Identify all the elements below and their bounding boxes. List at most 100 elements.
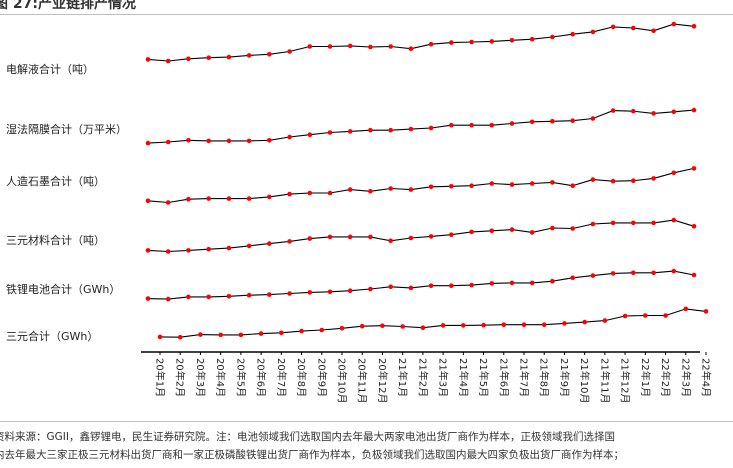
data-point [509, 121, 515, 126]
data-point [380, 323, 385, 329]
data-point [440, 323, 446, 328]
data-point [145, 57, 151, 62]
data-point [651, 111, 656, 116]
x-tick-label: 21年12月 [619, 358, 632, 403]
data-point [691, 166, 697, 171]
x-tick-label: 20年3月 [194, 358, 207, 397]
data-point [529, 36, 535, 42]
data-point [489, 39, 495, 44]
data-point [449, 40, 454, 45]
x-tick-label: 20年8月 [295, 358, 308, 397]
data-point [610, 24, 616, 30]
series-label: 三元材料合计（吨） [6, 233, 105, 247]
data-point [562, 321, 567, 326]
data-point [359, 323, 365, 329]
data-point [307, 44, 313, 49]
x-tick-label: 21年1月 [396, 358, 409, 397]
data-point [347, 288, 353, 294]
data-point [145, 140, 151, 146]
data-point [428, 283, 434, 289]
data-point [663, 313, 668, 318]
source-note: 资料来源：GGII，鑫锣锂电，民生证券研究院。注：电池领域我们选取国内去年最大两… [0, 428, 733, 464]
data-point [327, 190, 333, 196]
data-point [590, 177, 596, 182]
series-group: 三元材料合计（吨） [6, 217, 697, 254]
series-label: 人造石墨合计（吨） [6, 174, 105, 188]
x-tick-label: 21年6月 [497, 358, 510, 397]
data-point [428, 125, 434, 131]
data-point [165, 58, 171, 64]
data-point [461, 323, 466, 328]
data-point [186, 294, 191, 300]
series-line [147, 109, 695, 144]
data-point [206, 55, 211, 60]
data-point [631, 178, 636, 183]
data-point [671, 268, 677, 274]
data-point [590, 116, 596, 121]
data-point [246, 292, 252, 298]
data-point [631, 25, 636, 31]
x-tick-label: 20年5月 [234, 358, 247, 397]
x-tick-label: 22年1月 [639, 358, 652, 397]
data-point [489, 228, 495, 234]
series-line [147, 167, 695, 204]
series-label: 湿法隔膜合计（万平米） [6, 122, 127, 136]
data-point [691, 24, 697, 29]
data-point [703, 309, 709, 314]
data-point [246, 243, 252, 249]
data-point [428, 234, 434, 239]
data-point [226, 54, 232, 60]
data-point [307, 236, 313, 241]
data-point [347, 43, 353, 49]
data-point [529, 119, 535, 125]
x-tick-label: 22年2月 [659, 358, 672, 397]
data-point [388, 238, 394, 244]
x-tick-label: 21年2月 [416, 358, 429, 397]
data-point [651, 28, 656, 34]
data-point [267, 52, 272, 57]
data-point [602, 318, 608, 323]
data-point [279, 330, 284, 336]
x-tick-label: 21年8月 [538, 358, 551, 397]
data-point [509, 182, 515, 187]
x-tick-label: 20年7月 [275, 358, 288, 397]
data-point [267, 292, 272, 297]
data-point [307, 190, 313, 196]
data-point [267, 138, 272, 143]
data-point [327, 234, 333, 240]
data-point [218, 332, 223, 338]
data-point [186, 196, 191, 202]
x-tick-label: 21年7月 [518, 358, 531, 397]
series-group: 人造石墨合计（吨） [6, 166, 697, 205]
data-point [631, 108, 636, 114]
x-tick-label: 22年3月 [679, 358, 692, 397]
data-point [481, 322, 486, 328]
data-point [550, 119, 555, 124]
data-point [157, 334, 163, 340]
data-point [226, 245, 232, 251]
data-point [610, 271, 616, 276]
data-point [307, 290, 313, 295]
data-point [347, 129, 353, 134]
data-point [550, 225, 555, 231]
data-point [671, 170, 677, 176]
x-tick-label: 21年3月 [437, 358, 450, 397]
series-layer: 电解液合计（吨） 湿法隔膜合计（万平米） 人造石墨合计（吨） 三元材料合计（吨） 铁锂电… [6, 21, 709, 343]
x-tick-label: 20年2月 [174, 358, 187, 397]
data-point [368, 286, 373, 292]
data-point [327, 44, 333, 49]
series-group: 铁锂电池合计（GWh） [6, 268, 697, 302]
data-point [347, 234, 353, 240]
data-point [529, 280, 535, 286]
data-point [246, 196, 252, 201]
data-point [388, 127, 394, 133]
data-point [691, 107, 697, 113]
data-point [287, 134, 292, 140]
data-point [238, 332, 244, 338]
data-point [529, 230, 535, 235]
x-tick-label: 21年10月 [578, 358, 591, 403]
data-point [307, 132, 313, 137]
series-label: 铁锂电池合计（GWh） [6, 282, 120, 296]
x-tick-label: 21年9月 [558, 358, 571, 397]
data-point [570, 275, 575, 281]
